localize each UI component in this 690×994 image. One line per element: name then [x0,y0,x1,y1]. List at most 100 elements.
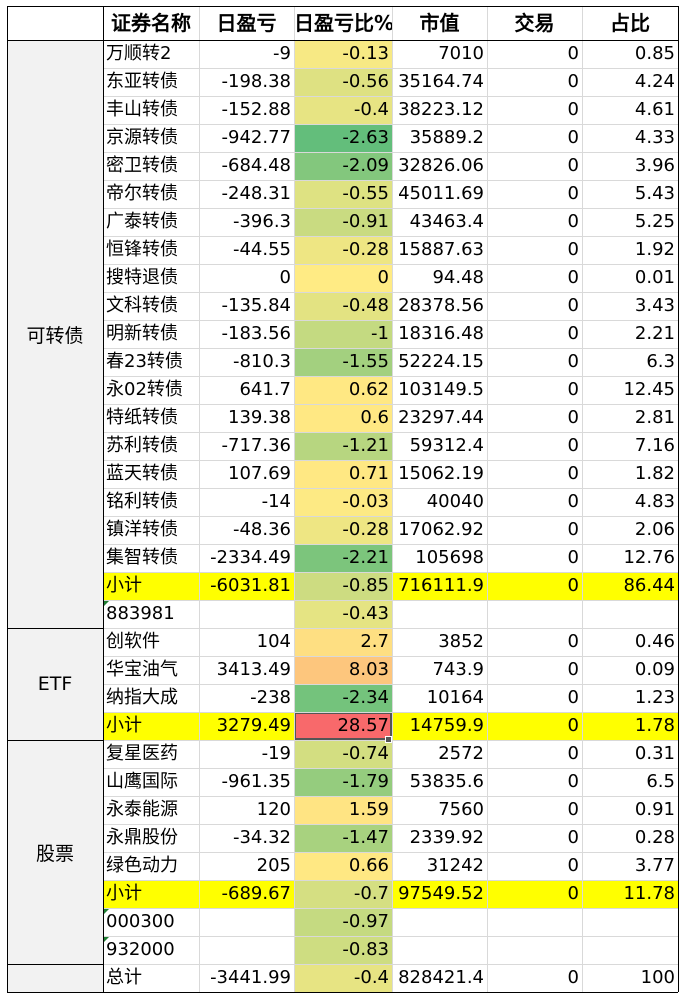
row-pnl[interactable]: -238 [250,687,291,708]
row-market-value[interactable]: 743.9 [432,659,484,680]
row-name[interactable]: 山鹰国际 [106,771,178,792]
row-name[interactable]: 创软件 [106,631,160,652]
row-trade[interactable]: 0 [567,743,579,764]
benchmark-name[interactable]: 000300 [106,911,175,932]
row-share[interactable]: 1.23 [634,687,675,708]
header-stock-name[interactable]: 证券名称 [111,11,191,35]
row-trade[interactable]: 0 [567,463,579,484]
row-pnl[interactable]: 3413.49 [216,659,291,680]
subtotal-trade[interactable]: 0 [487,880,582,908]
row-pnl-pct[interactable]: 0 [294,264,392,292]
row-trade[interactable]: 0 [567,239,579,260]
row-share[interactable]: 0.31 [634,743,675,764]
row-market-value[interactable]: 53835.6 [409,771,484,792]
total-name[interactable]: 总计 [106,967,142,988]
row-trade[interactable]: 0 [567,771,579,792]
row-pnl-pct[interactable]: -0.48 [294,292,392,320]
row-pnl[interactable]: -44.55 [232,239,291,260]
row-pnl-pct[interactable]: -0.03 [294,488,392,516]
row-share[interactable]: 12.76 [623,547,675,568]
row-share[interactable]: 4.24 [634,71,675,92]
row-share[interactable]: 12.45 [623,379,675,400]
row-pnl[interactable]: -961.35 [221,771,291,792]
row-share[interactable]: 2.21 [634,323,675,344]
row-share[interactable]: 5.43 [634,183,675,204]
row-trade[interactable]: 0 [567,379,579,400]
subtotal-pnl-pct[interactable]: -0.7 [294,880,392,908]
subtotal-pnl[interactable]: 3279.49 [199,712,294,740]
subtotal-pnl-pct[interactable]: -0.85 [294,572,392,600]
row-name[interactable]: 蓝天转债 [106,463,178,484]
subtotal-name[interactable]: 小计 [103,572,199,600]
row-pnl-pct[interactable]: -0.4 [294,96,392,124]
row-name[interactable]: 密卫转债 [106,155,178,176]
row-pnl-pct[interactable]: -1.21 [294,432,392,460]
row-trade[interactable]: 0 [567,855,579,876]
row-name[interactable]: 恒锋转债 [106,239,178,260]
benchmark-pnl-pct[interactable]: -0.97 [294,908,392,936]
row-share[interactable]: 0.46 [634,631,675,652]
row-name[interactable]: 文科转债 [106,295,178,316]
fill-handle[interactable] [385,736,392,743]
row-name[interactable]: 绿色动力 [106,855,178,876]
row-share[interactable]: 1.82 [634,463,675,484]
total-share[interactable]: 100 [640,967,675,988]
row-name[interactable]: 永鼎股份 [106,827,178,848]
row-pnl-pct[interactable]: -1.79 [294,768,392,796]
row-share[interactable]: 3.77 [634,855,675,876]
row-pnl-pct[interactable]: 2.7 [294,628,392,656]
row-share[interactable]: 0.91 [634,799,675,820]
row-pnl[interactable]: -684.48 [221,155,291,176]
row-market-value[interactable]: 94.48 [432,267,484,288]
row-pnl[interactable]: 205 [256,855,291,876]
row-trade[interactable]: 0 [567,155,579,176]
row-pnl[interactable]: -19 [261,743,291,764]
row-share[interactable]: 3.43 [634,295,675,316]
row-market-value[interactable]: 10164 [426,687,484,708]
row-trade[interactable]: 0 [567,407,579,428]
row-pnl-pct[interactable]: -2.34 [294,684,392,712]
row-pnl[interactable]: -248.31 [221,183,291,204]
row-name[interactable]: 永泰能源 [106,799,178,820]
row-pnl[interactable]: 139.38 [228,407,291,428]
subtotal-market-value[interactable]: 716111.9 [392,572,487,600]
row-share[interactable]: 6.3 [646,351,675,372]
row-name[interactable]: 帝尔转债 [106,183,178,204]
row-pnl[interactable]: 107.69 [228,463,291,484]
row-pnl[interactable]: 120 [256,799,291,820]
row-market-value[interactable]: 31242 [426,855,484,876]
row-name[interactable]: 东亚转债 [106,71,178,92]
row-pnl-pct[interactable]: 0.62 [294,376,392,404]
row-pnl[interactable]: -183.56 [221,323,291,344]
row-name[interactable]: 纳指大成 [106,687,178,708]
row-name[interactable]: 复星医药 [106,743,178,764]
row-pnl[interactable]: -2334.49 [210,547,291,568]
header-daily-pnl-pct[interactable]: 日盈亏比% [294,11,392,35]
row-pnl-pct[interactable]: -1.47 [294,824,392,852]
row-market-value[interactable]: 2572 [438,743,484,764]
row-trade[interactable]: 0 [567,351,579,372]
subtotal-pnl-pct[interactable]: 28.57 [294,712,392,740]
row-pnl[interactable]: -152.88 [221,99,291,120]
row-market-value[interactable]: 15062.19 [398,463,484,484]
row-pnl-pct[interactable]: -0.13 [294,40,392,68]
row-trade[interactable]: 0 [567,43,579,64]
row-pnl[interactable]: -48.36 [232,519,291,540]
row-pnl-pct[interactable]: -2.09 [294,152,392,180]
row-name[interactable]: 丰山转债 [106,99,178,120]
row-market-value[interactable]: 52224.15 [398,351,484,372]
row-share[interactable]: 7.16 [634,435,675,456]
row-trade[interactable]: 0 [567,295,579,316]
row-market-value[interactable]: 38223.12 [398,99,484,120]
group-label[interactable]: 可转债 [7,40,103,628]
row-name[interactable]: 集智转债 [106,547,178,568]
row-market-value[interactable]: 3852 [438,631,484,652]
row-pnl[interactable]: -396.3 [232,211,291,232]
subtotal-market-value[interactable]: 97549.52 [392,880,487,908]
subtotal-name[interactable]: 小计 [103,712,199,740]
row-pnl[interactable]: -9 [273,43,291,64]
row-market-value[interactable]: 105698 [415,547,484,568]
row-trade[interactable]: 0 [567,323,579,344]
subtotal-trade[interactable]: 0 [487,712,582,740]
total-pnl[interactable]: -3441.99 [210,967,291,988]
